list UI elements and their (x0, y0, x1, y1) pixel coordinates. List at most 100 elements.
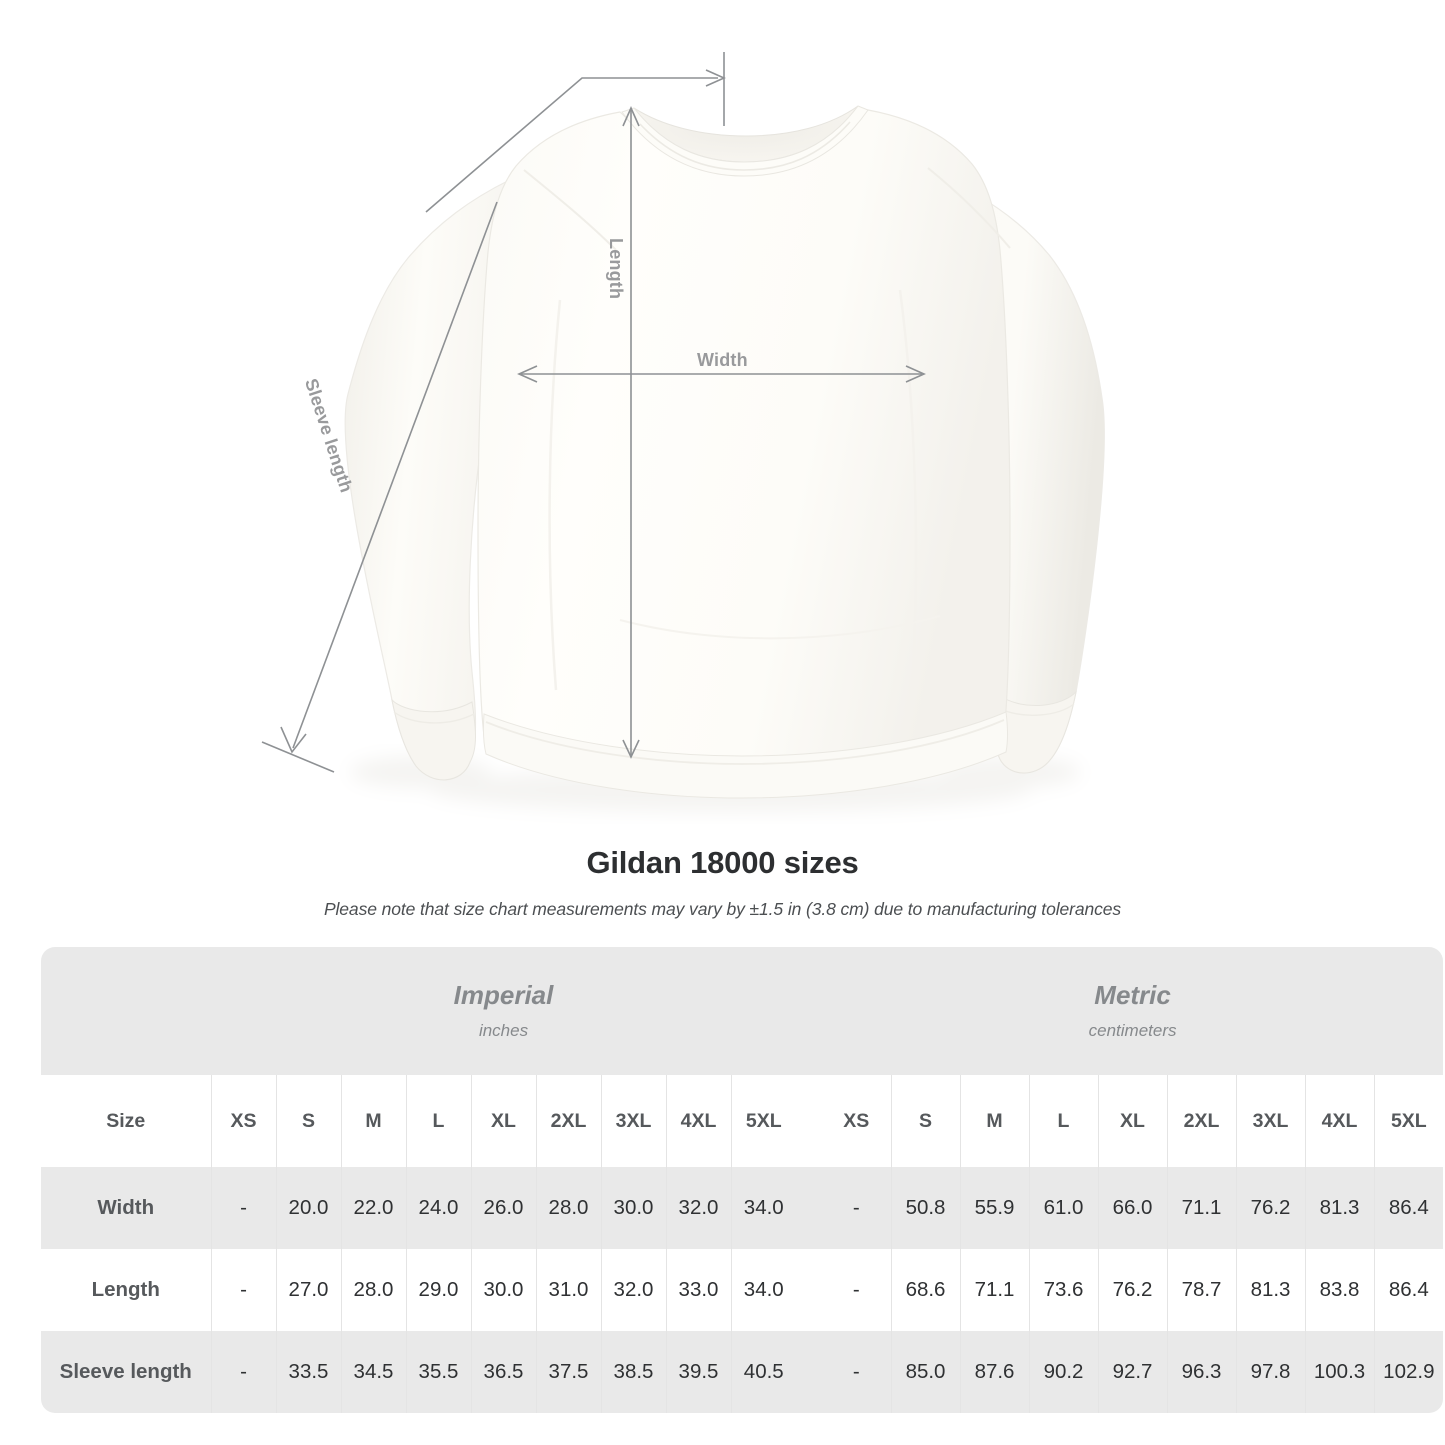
size-header-imperial-xs: XS (210, 1075, 276, 1167)
sleeve-metric-s: 85.0 (890, 1331, 961, 1413)
size-header-imperial-3xl: 3XL (600, 1075, 666, 1167)
garment-svg (261, 52, 1105, 812)
unit-band-spacer (41, 947, 211, 1075)
length-metric-5xl: 86.4 (1373, 1249, 1444, 1331)
unit-band-gap (796, 947, 823, 1075)
length-imperial-xs: - (210, 1249, 276, 1331)
measurement-lines (261, 52, 926, 773)
width-imperial-xs: - (210, 1167, 276, 1249)
length-annotation-label: Length (606, 238, 626, 300)
length-imperial-2xl: 31.0 (535, 1249, 601, 1331)
width-arrow-left (517, 365, 538, 383)
sleeve-imperial-xl: 36.5 (470, 1331, 536, 1413)
size-header-imperial-m: M (340, 1075, 406, 1167)
length-imperial-m: 28.0 (340, 1249, 406, 1331)
width-imperial-2xl: 28.0 (535, 1167, 601, 1249)
size-header-metric-4xl: 4XL (1304, 1075, 1375, 1167)
row-label-length: Length (41, 1249, 211, 1331)
width-metric-2xl: 71.1 (1166, 1167, 1237, 1249)
tolerance-note: Please note that size chart measurements… (323, 898, 1122, 919)
unit-imperial-sub: inches (478, 1021, 529, 1041)
hem-stitch (485, 719, 1005, 765)
row-label-width: Width (41, 1167, 211, 1249)
width-metric-xl: 66.0 (1097, 1167, 1168, 1249)
collar-stitch (639, 121, 851, 171)
sleeve-arrow-bottom (280, 726, 307, 754)
width-imperial-xl: 26.0 (470, 1167, 536, 1249)
length-metric-s: 68.6 (890, 1249, 961, 1331)
table-row-length: Length - 27.0 28.0 29.0 30.0 31.0 32.0 3… (41, 1249, 1444, 1331)
width-annotation-label: Width (697, 350, 748, 370)
width-metric-l: 61.0 (1028, 1167, 1099, 1249)
sleeve-imperial-m: 34.5 (340, 1331, 406, 1413)
fold-left (548, 299, 562, 691)
sleeve-base-tick (261, 741, 335, 773)
length-imperial-l: 29.0 (405, 1249, 471, 1331)
sleeve-imperial-2xl: 37.5 (535, 1331, 601, 1413)
size-header-metric-3xl: 3XL (1235, 1075, 1306, 1167)
size-header-imperial-l: L (405, 1075, 471, 1167)
collar-rib (621, 105, 869, 177)
fold-waist (619, 615, 941, 640)
length-metric-2xl: 78.7 (1166, 1249, 1237, 1331)
length-imperial-4xl: 33.0 (665, 1249, 731, 1331)
shoulder-leader (425, 77, 718, 213)
width-metric-3xl: 76.2 (1235, 1167, 1306, 1249)
width-metric-xs: - (822, 1167, 892, 1249)
section-divider-length (796, 1249, 823, 1331)
size-table-wrap: Imperial inches Metric centimeters Size … (41, 947, 1444, 1413)
size-header-metric-s: S (890, 1075, 961, 1167)
left-shoulder-seam (523, 169, 617, 251)
sleeve-metric-4xl: 100.3 (1304, 1331, 1375, 1413)
width-metric-s: 50.8 (890, 1167, 961, 1249)
fold-right (898, 289, 918, 691)
length-metric-xl: 76.2 (1097, 1249, 1168, 1331)
length-arrow-top (622, 106, 640, 127)
section-divider-header (796, 1075, 823, 1167)
width-imperial-m: 22.0 (340, 1167, 406, 1249)
sleeve-imperial-3xl: 38.5 (600, 1331, 666, 1413)
sleeve-metric-xl: 92.7 (1097, 1331, 1168, 1413)
size-header-metric-xl: XL (1097, 1075, 1168, 1167)
right-shoulder-seam (927, 167, 1011, 249)
unit-metric-cell: Metric centimeters (822, 947, 1444, 1075)
sleeve-metric-3xl: 97.8 (1235, 1331, 1306, 1413)
size-header-imperial-2xl: 2XL (535, 1075, 601, 1167)
length-metric-l: 73.6 (1028, 1249, 1099, 1331)
width-metric-5xl: 86.4 (1373, 1167, 1444, 1249)
size-header-imperial-4xl: 4XL (665, 1075, 731, 1167)
length-imperial-xl: 30.0 (470, 1249, 536, 1331)
unit-metric-name: Metric (1094, 979, 1171, 1010)
table-row-width: Width - 20.0 22.0 24.0 26.0 28.0 30.0 32… (41, 1167, 1444, 1249)
table-row-sleeve-length: Sleeve length - 33.5 34.5 35.5 36.5 37.5… (41, 1331, 1444, 1413)
sleeve-imperial-5xl: 40.5 (730, 1331, 797, 1413)
width-imperial-4xl: 32.0 (665, 1167, 731, 1249)
hem-band (482, 711, 1008, 799)
width-arrow-right (905, 365, 926, 383)
section-divider-sleeve (796, 1331, 823, 1413)
size-header-imperial-s: S (275, 1075, 341, 1167)
length-metric-m: 71.1 (959, 1249, 1030, 1331)
size-header-metric-2xl: 2XL (1166, 1075, 1237, 1167)
length-imperial-s: 27.0 (275, 1249, 341, 1331)
size-header-metric-5xl: 5XL (1373, 1075, 1444, 1167)
size-header-metric-l: L (1028, 1075, 1099, 1167)
size-header-metric-xs: XS (822, 1075, 892, 1167)
sleeve-metric-5xl: 102.9 (1373, 1331, 1444, 1413)
sleeve-metric-m: 87.6 (959, 1331, 1030, 1413)
length-metric-3xl: 81.3 (1235, 1249, 1306, 1331)
size-header-imperial-xl: XL (470, 1075, 536, 1167)
width-metric-4xl: 81.3 (1304, 1167, 1375, 1249)
sleeve-metric-l: 90.2 (1028, 1331, 1099, 1413)
garment-illustration: Length Width Sleeve length (261, 52, 1105, 812)
width-imperial-3xl: 30.0 (600, 1167, 666, 1249)
row-label-sleeve-length: Sleeve length (41, 1331, 211, 1413)
length-imperial-3xl: 32.0 (600, 1249, 666, 1331)
sleeve-metric-xs: - (822, 1331, 892, 1413)
sleeve-imperial-xs: - (210, 1331, 276, 1413)
unit-band-row: Imperial inches Metric centimeters (41, 947, 1444, 1075)
width-metric-m: 55.9 (959, 1167, 1030, 1249)
unit-imperial-name: Imperial (453, 979, 554, 1010)
length-metric-4xl: 83.8 (1304, 1249, 1375, 1331)
